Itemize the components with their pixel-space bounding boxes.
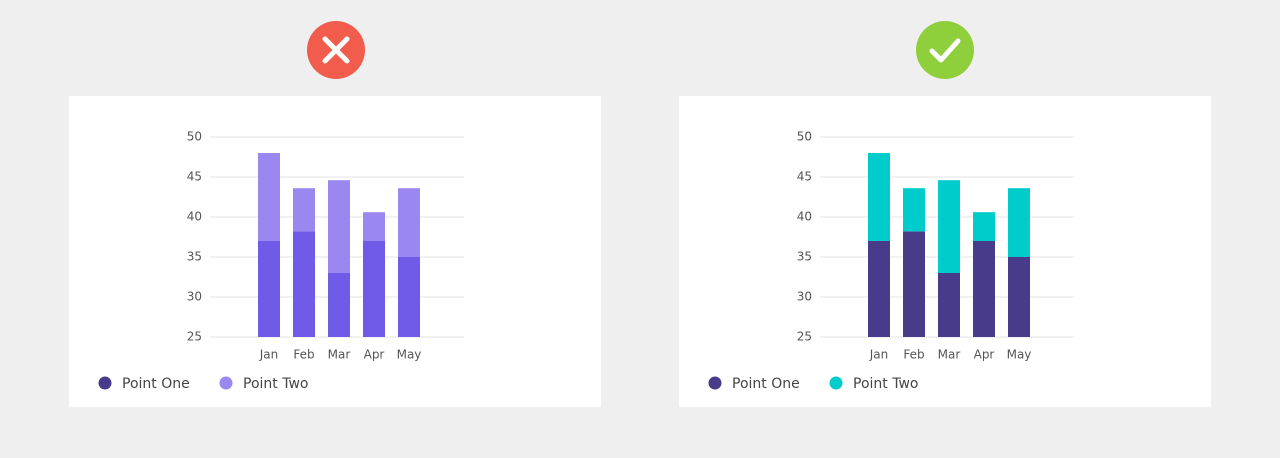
- legend-marker: [98, 376, 112, 390]
- x-tick-label: May: [1007, 348, 1032, 362]
- bar-segment: [258, 241, 280, 337]
- chart-panel: 25 30 35 40 45 50 Jan Feb Mar Apr May Point One Poin…: [679, 96, 1211, 407]
- y-tick-label: 45: [187, 170, 202, 184]
- y-tick-label: 40: [797, 210, 812, 224]
- bar-segment: [363, 241, 385, 337]
- y-tick-label: 30: [187, 290, 202, 304]
- chart-panel: 25 30 35 40 45 50 Jan Feb Mar Apr May Point One Poin…: [69, 96, 601, 407]
- y-tick-label: 35: [797, 250, 812, 264]
- bar-segment: [938, 180, 960, 273]
- x-tick-label: May: [397, 348, 422, 362]
- bar-segment: [1008, 188, 1030, 257]
- bar-segment: [903, 188, 925, 232]
- x-tick-label: Apr: [974, 348, 995, 362]
- y-tick-label: 45: [797, 170, 812, 184]
- y-tick-label: 40: [187, 210, 202, 224]
- x-tick-label: Apr: [364, 348, 385, 362]
- bar-segment: [258, 153, 280, 241]
- y-tick-label: 50: [187, 130, 202, 144]
- legend-marker: [219, 376, 233, 390]
- bar-segment: [973, 241, 995, 337]
- legend-label: Point Two: [853, 376, 918, 392]
- x-tick-label: Feb: [293, 348, 314, 362]
- bar-segment: [903, 231, 925, 337]
- good-icon: [916, 21, 974, 79]
- x-tick-label: Mar: [328, 348, 351, 362]
- bad-icon: [307, 21, 365, 79]
- x-tick-label: Jan: [869, 348, 889, 362]
- bar-segment: [293, 188, 315, 232]
- bar-segment: [328, 180, 350, 273]
- bar-segment: [868, 241, 890, 337]
- bar-segment: [868, 153, 890, 241]
- chart: 25 30 35 40 45 50 Jan Feb Mar Apr May Point One Poin…: [98, 130, 464, 392]
- x-tick-label: Feb: [903, 348, 924, 362]
- bar-segment: [328, 273, 350, 337]
- x-tick-label: Jan: [259, 348, 279, 362]
- bar-segment: [363, 212, 385, 241]
- legend-label: Point Two: [243, 376, 308, 392]
- legend-label: Point One: [732, 376, 800, 392]
- bar-segment: [938, 273, 960, 337]
- y-tick-label: 25: [187, 330, 202, 344]
- bar-segment: [1008, 257, 1030, 337]
- bar-segment: [293, 231, 315, 337]
- legend-marker: [708, 376, 722, 390]
- bar-segment: [398, 188, 420, 257]
- bar-segment: [398, 257, 420, 337]
- legend-label: Point One: [122, 376, 190, 392]
- y-tick-label: 50: [797, 130, 812, 144]
- x-tick-label: Mar: [938, 348, 961, 362]
- bar-segment: [973, 212, 995, 241]
- legend-marker: [829, 376, 843, 390]
- y-tick-label: 30: [797, 290, 812, 304]
- y-tick-label: 25: [797, 330, 812, 344]
- y-tick-label: 35: [187, 250, 202, 264]
- chart: 25 30 35 40 45 50 Jan Feb Mar Apr May Point One Poin…: [708, 130, 1074, 392]
